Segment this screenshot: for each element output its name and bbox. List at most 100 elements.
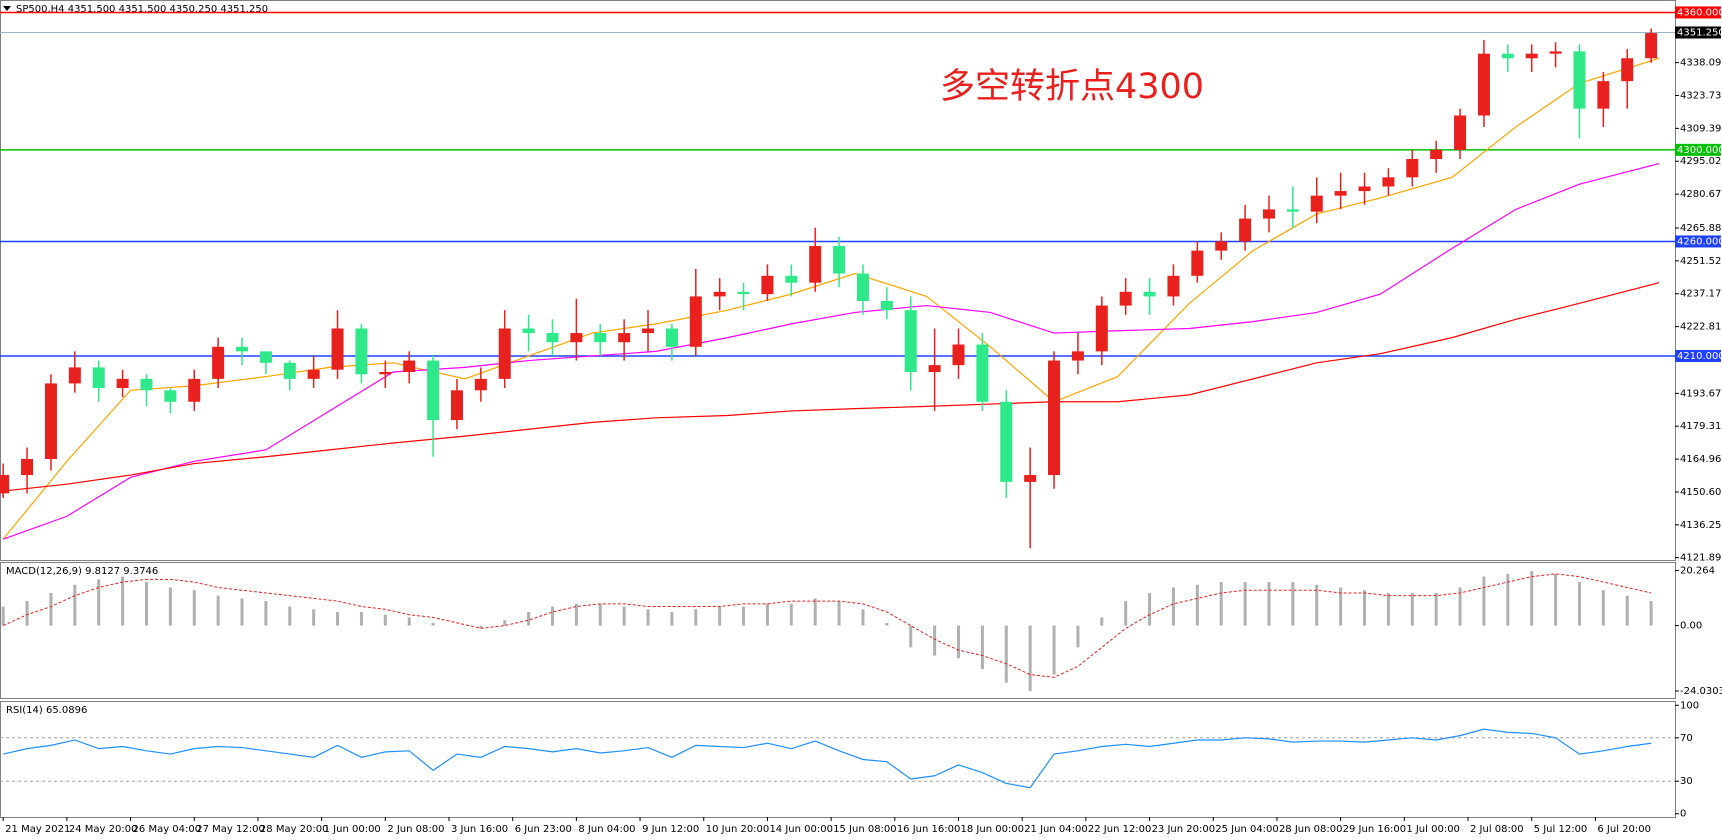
- candle-body: [0, 475, 10, 494]
- macd-bar: [240, 598, 244, 626]
- macd-bar: [479, 625, 483, 629]
- x-tick-label: 3 Jun 16:00: [451, 824, 508, 835]
- y-tick-label: 4251.525: [1680, 256, 1722, 267]
- candle-body: [92, 367, 105, 389]
- candle-body: [1239, 218, 1252, 242]
- x-tick-label: 1 Jul 00:00: [1406, 824, 1460, 835]
- candle-body: [450, 390, 463, 421]
- candle-body: [1454, 115, 1467, 150]
- macd-bar: [431, 622, 435, 626]
- macd-bar: [383, 614, 387, 626]
- y-tick-label: 4338.090: [1680, 58, 1722, 69]
- x-tick-label: 1 Jun 00:00: [324, 824, 381, 835]
- candle-body: [928, 365, 941, 372]
- y-tick-label: 4323.735: [1680, 90, 1722, 101]
- candle-body: [1406, 159, 1419, 178]
- x-tick-label: 8 Jun 04:00: [578, 824, 635, 835]
- candle-body: [307, 369, 320, 379]
- macd-bar: [1434, 592, 1438, 626]
- candle-body: [355, 328, 368, 375]
- x-tick-label: 25 Jun 04:00: [1215, 824, 1279, 835]
- macd-bar: [574, 603, 578, 626]
- candle-body: [1310, 195, 1323, 212]
- annotation: 多空转折点4300: [940, 67, 1204, 107]
- macd-bar: [1363, 590, 1367, 626]
- candle-body: [379, 371, 392, 375]
- candle-body: [283, 362, 296, 379]
- candle-body: [1477, 53, 1490, 116]
- macd-bar: [1530, 571, 1534, 626]
- candle-body: [1382, 177, 1395, 187]
- candle-body: [761, 275, 774, 295]
- level-label-box: [1675, 6, 1721, 19]
- candle-body: [1048, 360, 1061, 476]
- candle-body: [1071, 351, 1084, 361]
- candle-body: [546, 333, 559, 343]
- macd-bar: [97, 579, 101, 626]
- macd-header: MACD(12,26,9) 9.8127 9.3746: [6, 566, 158, 577]
- symbol-header: SP500,H4 4351.500 4351.500 4350.250 4351…: [16, 4, 268, 15]
- x-tick-label: 24 May 20:00: [69, 824, 138, 835]
- y-tick-label: 4265.880: [1680, 223, 1722, 234]
- y-tick-label: 4150.605: [1680, 487, 1722, 498]
- macd-bar: [980, 625, 984, 670]
- candle-body: [1215, 241, 1228, 251]
- x-tick-label: 6 Jun 23:00: [515, 824, 572, 835]
- macd-bar: [144, 582, 148, 626]
- candle-body: [880, 300, 893, 311]
- macd-bar: [885, 622, 889, 626]
- macd-bar: [49, 592, 53, 626]
- candle-body: [809, 246, 822, 283]
- macd-bar: [1554, 573, 1558, 626]
- macd-bar: [765, 603, 769, 626]
- macd-bar: [25, 601, 29, 626]
- x-tick-label: 5 Jul 12:00: [1534, 824, 1588, 835]
- y-tick-label: 4222.815: [1680, 322, 1722, 333]
- macd-bar: [1625, 595, 1629, 626]
- rsi-line: [3, 728, 1652, 789]
- macd-bar: [1243, 582, 1247, 626]
- candle-body: [689, 296, 702, 347]
- x-tick-label: 9 Jun 12:00: [642, 824, 699, 835]
- level-label: 4260.000: [1677, 236, 1722, 247]
- x-tick-label: 21 May 2021: [5, 824, 70, 835]
- candle-body: [1645, 33, 1658, 59]
- candle-body: [713, 291, 726, 297]
- macd-bar: [1148, 592, 1152, 626]
- candle-body: [570, 333, 583, 343]
- macd-bar: [550, 606, 554, 626]
- y-tick-label: 30: [1680, 776, 1693, 787]
- macd-bar: [1267, 582, 1271, 626]
- macd-bar: [216, 595, 220, 626]
- macd-bar: [909, 625, 913, 648]
- candle-body: [259, 351, 272, 363]
- level-label-box: [1675, 235, 1721, 248]
- macd-bar: [121, 576, 125, 626]
- moving-average: [2, 57, 1660, 540]
- x-tick-label: 2 Jun 08:00: [387, 824, 444, 835]
- candle-body: [188, 378, 201, 402]
- candle-body: [331, 328, 344, 370]
- candle-body: [116, 378, 129, 389]
- macd-bar: [742, 606, 746, 626]
- macd-bar: [598, 603, 602, 626]
- candle-body: [1358, 186, 1371, 192]
- x-tick-label: 18 Jun 00:00: [961, 824, 1025, 835]
- macd-bar: [1577, 582, 1581, 626]
- y-tick-label: 4136.250: [1680, 520, 1722, 531]
- level-label: 4360.000: [1677, 7, 1722, 18]
- candle-body: [1621, 58, 1634, 82]
- candle-body: [618, 333, 631, 343]
- y-tick-label: 4280.670: [1680, 189, 1722, 200]
- y-tick-label: 20.264: [1680, 565, 1715, 576]
- candle-body: [68, 367, 81, 384]
- last-price-label: 4351.250: [1677, 27, 1722, 38]
- y-tick-label: -24.0303: [1680, 686, 1722, 697]
- candle-body: [1119, 291, 1132, 306]
- candle-body: [164, 390, 177, 402]
- candle-body: [594, 333, 607, 343]
- x-tick-label: 23 Jun 20:00: [1152, 824, 1216, 835]
- x-tick-label: 28 May 20:00: [260, 824, 329, 835]
- macd-bar: [1195, 584, 1199, 626]
